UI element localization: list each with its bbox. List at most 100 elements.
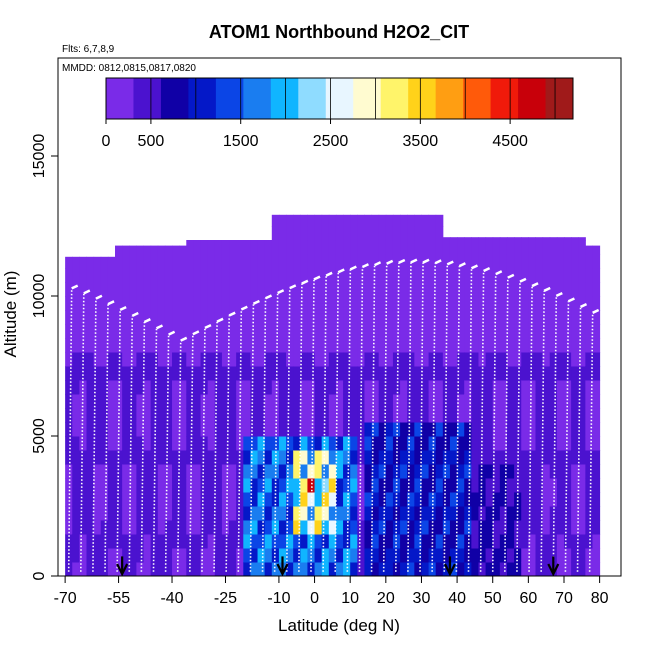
heatmap-cell — [200, 548, 209, 563]
heatmap-cell — [278, 240, 287, 255]
heatmap-cell — [506, 422, 515, 437]
heatmap-cell — [499, 237, 508, 241]
heatmap-cell — [364, 492, 373, 507]
heatmap-cell — [528, 324, 536, 339]
heatmap-cell — [307, 408, 316, 423]
heatmap-cell — [350, 506, 358, 521]
heatmap-cell — [414, 394, 422, 409]
heatmap-cell — [321, 268, 330, 283]
heatmap-cell — [328, 310, 337, 325]
heatmap-cell — [293, 506, 301, 521]
heatmap-cell — [585, 245, 593, 255]
heatmap-cell — [421, 464, 430, 479]
heatmap-cell — [578, 464, 586, 479]
heatmap-cell — [549, 338, 558, 353]
heatmap-cell — [350, 492, 358, 507]
colorbar-tick-label: 1500 — [223, 133, 259, 150]
heatmap-cell — [563, 506, 572, 521]
heatmap-cell — [65, 366, 73, 381]
heatmap-cell — [172, 352, 180, 367]
heatmap-cell — [72, 520, 80, 535]
heatmap-cell — [578, 254, 586, 269]
heatmap-cell — [364, 352, 373, 367]
heatmap-cell — [150, 282, 159, 297]
heatmap-cell — [278, 214, 287, 227]
heatmap-cell — [115, 310, 123, 325]
heatmap-cell — [164, 338, 173, 353]
heatmap-cell — [65, 324, 73, 339]
heatmap-cell — [464, 310, 472, 325]
heatmap-cell — [286, 226, 294, 241]
heatmap-cell — [271, 352, 280, 367]
heatmap-cell — [521, 240, 529, 255]
heatmap-cell — [293, 324, 301, 339]
heatmap-cell — [357, 366, 365, 381]
heatmap-cell — [378, 534, 387, 549]
heatmap-cell — [335, 240, 344, 255]
heatmap-cell — [300, 450, 308, 465]
heatmap-cell — [221, 268, 230, 283]
heatmap-cell — [193, 422, 202, 437]
heatmap-cell — [314, 478, 323, 493]
heatmap-cell — [229, 240, 237, 255]
heatmap-cell — [93, 324, 102, 339]
heatmap-cell — [122, 245, 130, 255]
heatmap-cell — [300, 478, 308, 493]
heatmap-cell — [115, 254, 123, 269]
heatmap-cell — [314, 548, 323, 563]
heatmap-cell — [556, 436, 565, 451]
heatmap-cell — [392, 450, 401, 465]
heatmap-cell — [136, 534, 145, 549]
heatmap-cell — [449, 338, 458, 353]
heatmap-cell — [278, 492, 287, 507]
heatmap-cell — [563, 534, 572, 549]
heatmap-cell — [257, 534, 266, 549]
heatmap-cell — [157, 492, 166, 507]
heatmap-cell — [65, 352, 73, 367]
heatmap-cell — [400, 282, 408, 297]
heatmap-cell — [428, 520, 437, 535]
heatmap-cell — [157, 324, 166, 339]
heatmap-cell — [129, 352, 137, 367]
heatmap-cell — [214, 492, 223, 507]
heatmap-cell — [478, 338, 487, 353]
heatmap-cell — [107, 268, 116, 283]
heatmap-cell — [93, 506, 102, 521]
heatmap-cell — [464, 408, 472, 423]
heatmap-cell — [107, 380, 116, 395]
heatmap-cell — [435, 436, 444, 451]
heatmap-cell — [129, 408, 137, 423]
colorbar-tick-label: 500 — [138, 133, 165, 150]
heatmap-cell — [93, 256, 102, 269]
heatmap-cell — [164, 394, 173, 409]
heatmap-cell — [364, 254, 373, 269]
heatmap-cell — [514, 380, 522, 395]
heatmap-cell — [286, 394, 294, 409]
heatmap-cell — [307, 450, 316, 465]
heatmap-cell — [257, 282, 266, 297]
heatmap-cell — [400, 520, 408, 535]
heatmap-cell — [542, 352, 551, 367]
heatmap-cell — [492, 436, 501, 451]
heatmap-cell — [421, 506, 430, 521]
heatmap-cell — [193, 338, 202, 353]
heatmap-cell — [528, 436, 536, 451]
flight-level-segment — [470, 264, 479, 270]
heatmap-cell — [293, 380, 301, 395]
heatmap-cell — [257, 324, 266, 339]
heatmap-cell — [136, 492, 145, 507]
heatmap-cell — [571, 338, 579, 353]
heatmap-cell — [286, 296, 294, 311]
heatmap-cell — [585, 268, 593, 283]
heatmap-cell — [229, 450, 237, 465]
heatmap-cell — [528, 380, 536, 395]
heatmap-cell — [578, 450, 586, 465]
heatmap-cell — [264, 366, 273, 381]
heatmap-cell — [499, 478, 508, 493]
heatmap-cell — [392, 548, 401, 563]
heatmap-cell — [229, 380, 237, 395]
heatmap-cell — [343, 282, 351, 297]
heatmap-cell — [157, 310, 166, 325]
heatmap-cell — [563, 268, 572, 283]
heatmap-cell — [186, 338, 194, 353]
